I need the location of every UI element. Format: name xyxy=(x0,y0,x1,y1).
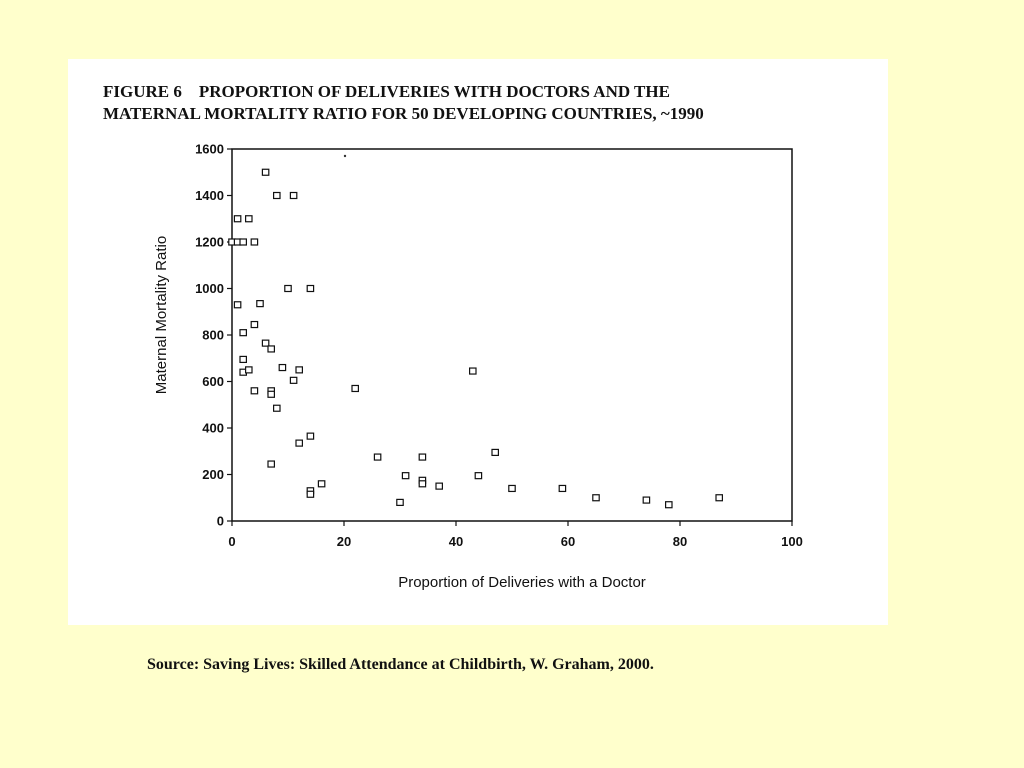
x-axis-label: Proportion of Deliveries with a Doctor xyxy=(398,574,646,591)
y-tick-label: 600 xyxy=(202,374,224,389)
data-point xyxy=(233,301,242,309)
data-point xyxy=(273,404,281,412)
data-point xyxy=(491,448,500,457)
stray-dot xyxy=(343,154,347,158)
y-tick-label: 200 xyxy=(202,467,224,482)
data-point xyxy=(508,484,516,493)
x-tick-label: 60 xyxy=(561,534,575,549)
data-point xyxy=(469,367,477,375)
data-point xyxy=(306,490,315,498)
data-point xyxy=(233,215,242,223)
data-point xyxy=(267,460,276,468)
data-point xyxy=(245,366,253,374)
x-tick-label: 0 xyxy=(228,534,235,549)
data-point xyxy=(278,363,287,372)
data-point xyxy=(273,191,281,200)
data-point xyxy=(245,215,253,223)
data-point xyxy=(306,284,315,293)
figure-title-line-1: FIGURE 6 PROPORTION OF DELIVERIES WITH D… xyxy=(103,82,670,101)
data-point xyxy=(474,472,483,480)
y-tick-label: 400 xyxy=(202,421,224,436)
data-point xyxy=(396,498,404,506)
data-point xyxy=(295,366,304,374)
data-point xyxy=(239,238,248,246)
x-tick-label: 100 xyxy=(781,534,803,549)
scatter-chart: 0 200 400 600 800 1000 1200 1400 1600 0 20 40 60 80 10… xyxy=(153,142,803,592)
data-point xyxy=(284,284,292,293)
figure-panel: FIGURE 6 PROPORTION OF DELIVERIES WITH D… xyxy=(68,59,888,625)
y-axis-label: Maternal Mortality Ratio xyxy=(153,236,170,394)
figure-title: FIGURE 6 PROPORTION OF DELIVERIES WITH D… xyxy=(103,81,863,125)
data-point xyxy=(250,387,259,395)
y-tick-label: 800 xyxy=(202,328,224,343)
y-tick-label: 1200 xyxy=(195,235,224,250)
data-point xyxy=(351,384,360,393)
y-tick-label: 1000 xyxy=(195,281,224,296)
data-point xyxy=(306,432,315,440)
x-tick-label: 80 xyxy=(673,534,687,549)
figure-title-line-2: MATERNAL MORTALITY RATIO FOR 50 DEVELOPI… xyxy=(103,104,704,123)
data-point xyxy=(267,345,276,353)
plot-frame xyxy=(231,148,793,522)
data-point xyxy=(250,320,259,329)
data-point xyxy=(558,484,567,493)
x-tick-label: 40 xyxy=(449,534,463,549)
data-point xyxy=(250,238,259,246)
data-point xyxy=(289,376,298,384)
data-point xyxy=(642,496,651,504)
y-tick-label: 1600 xyxy=(195,142,224,157)
data-point xyxy=(261,339,270,347)
data-point xyxy=(295,439,304,447)
data-point xyxy=(435,482,444,490)
source-citation: Source: Saving Lives: Skilled Attendance… xyxy=(147,656,654,673)
x-tick-label: 20 xyxy=(337,534,351,549)
data-point xyxy=(418,480,427,488)
data-point xyxy=(401,472,410,480)
data-point xyxy=(664,501,673,509)
data-point xyxy=(239,355,248,364)
y-tick-label: 0 xyxy=(217,514,224,529)
data-point xyxy=(256,300,264,308)
data-point xyxy=(373,453,382,461)
data-point xyxy=(239,329,248,337)
data-point xyxy=(261,168,270,176)
data-point xyxy=(317,480,326,488)
data-point xyxy=(715,494,724,502)
data-point xyxy=(267,390,276,398)
data-point xyxy=(418,453,427,461)
y-tick-label: 1400 xyxy=(195,188,224,203)
data-point xyxy=(289,191,298,200)
data-point xyxy=(592,494,600,502)
